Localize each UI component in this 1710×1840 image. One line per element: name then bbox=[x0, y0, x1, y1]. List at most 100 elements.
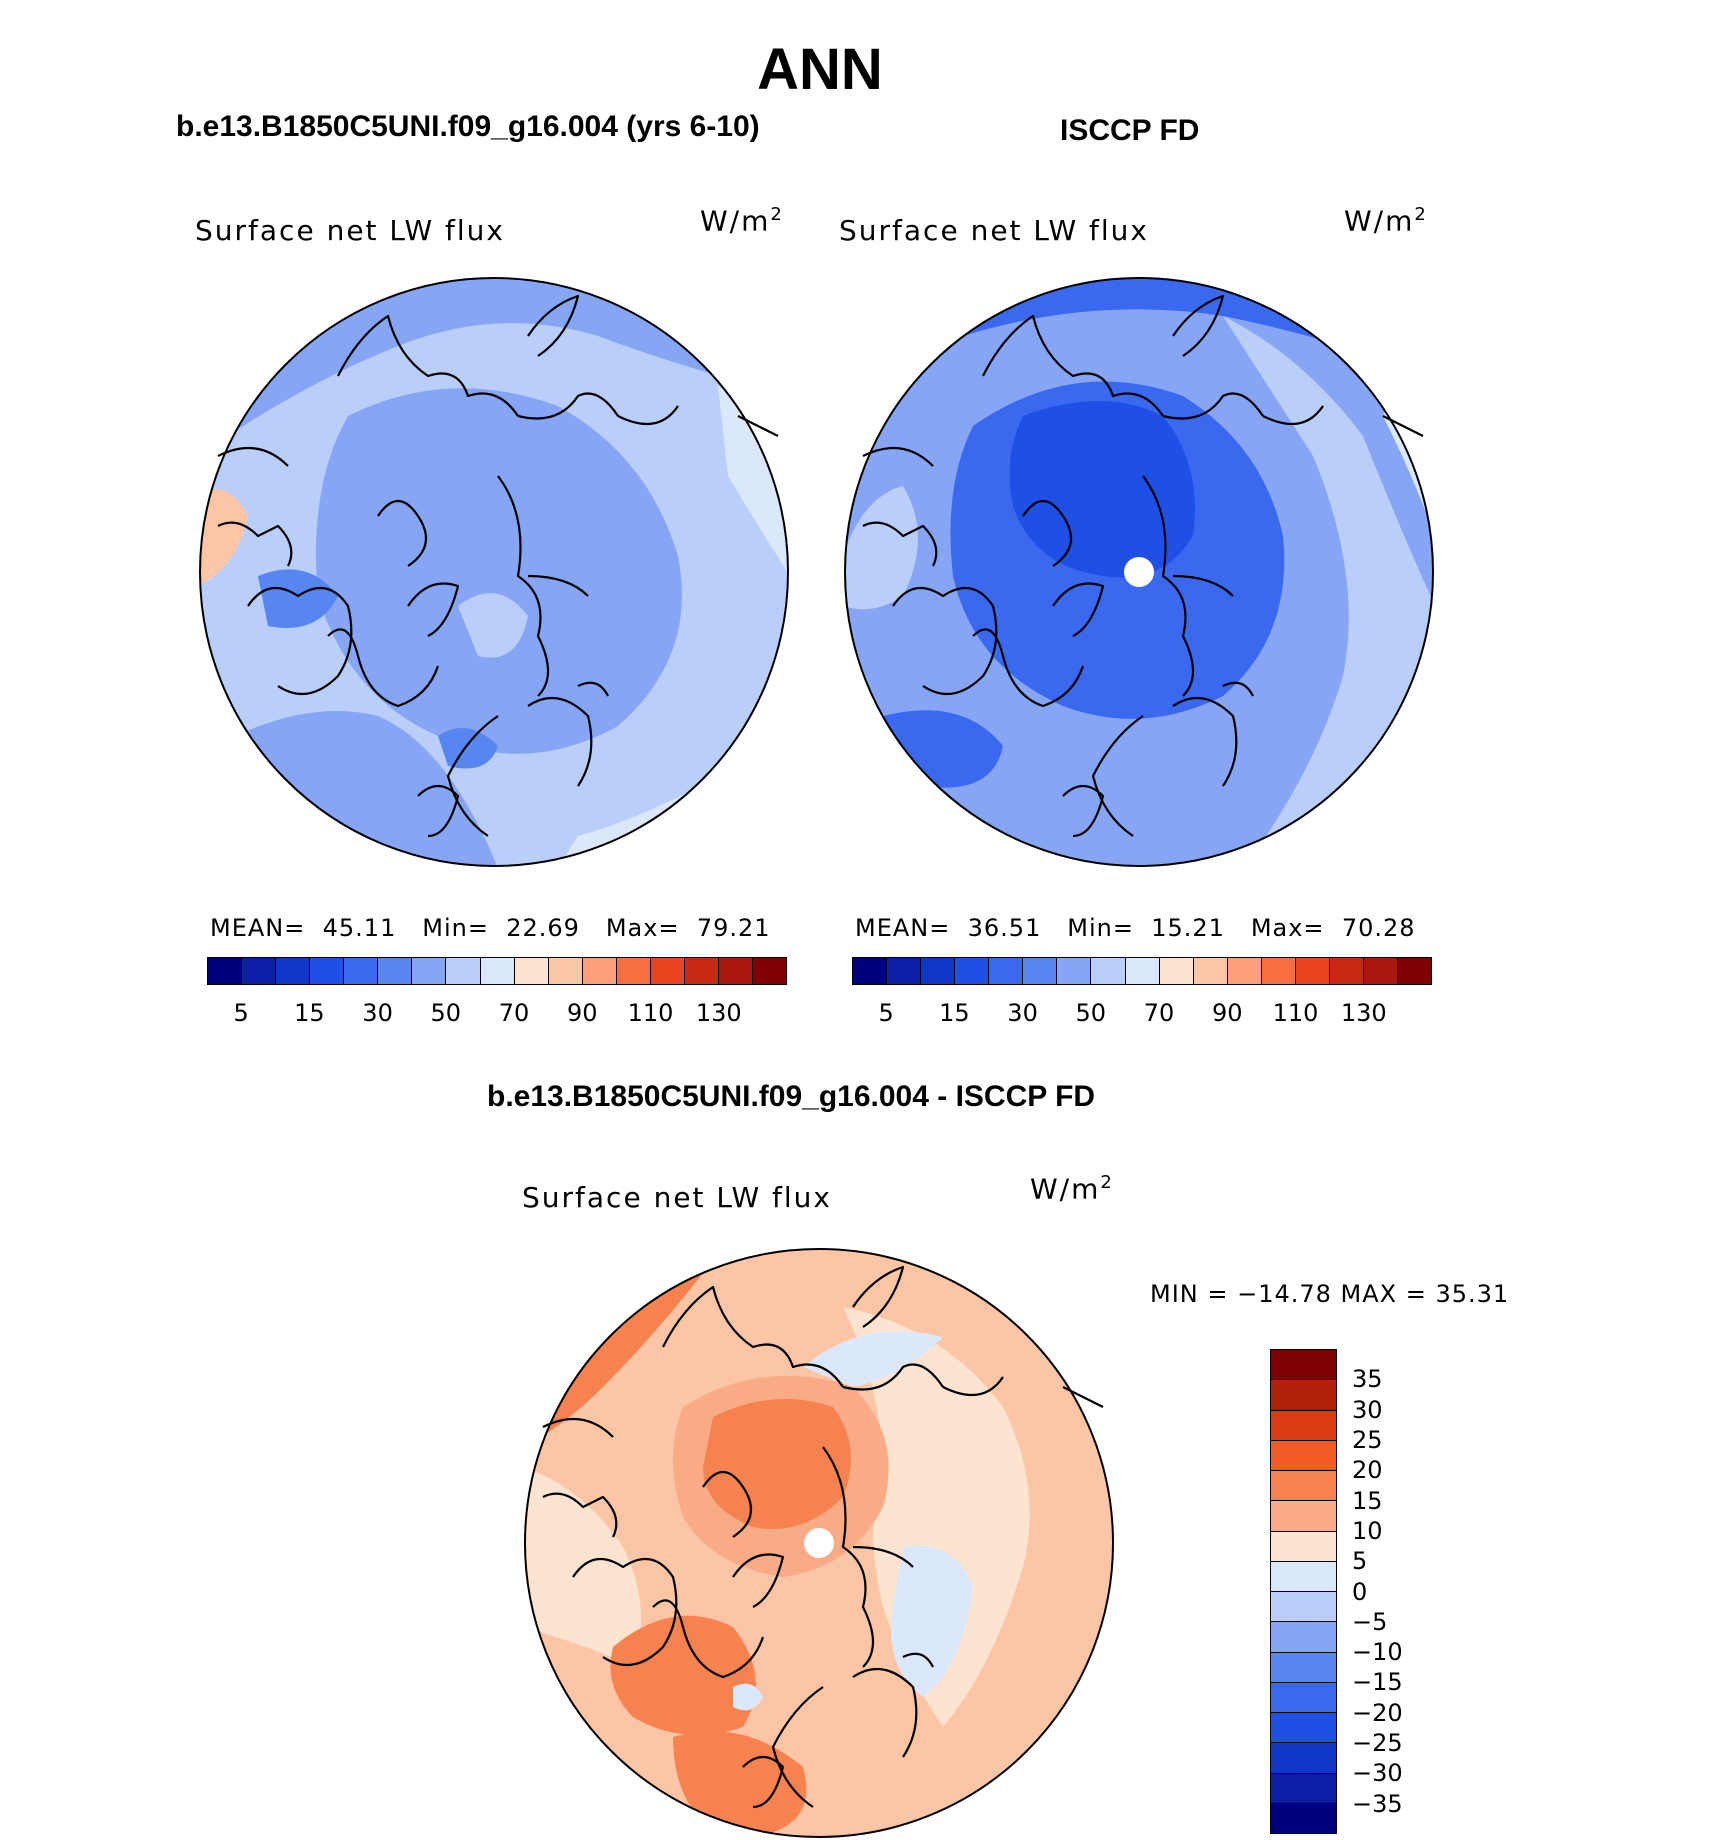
difference-colorbar-swatch bbox=[1271, 1531, 1336, 1562]
difference-colorbar-tick-label: −30 bbox=[1352, 1759, 1403, 1788]
panel-1-colorbar-swatch bbox=[650, 958, 685, 984]
panel-2-colorbar-swatch bbox=[1398, 958, 1432, 984]
difference-variable-label: Surface net LW flux bbox=[522, 1181, 832, 1214]
panel-2-colorbar-swatch bbox=[1261, 958, 1296, 984]
panel-1-colorbar-swatch bbox=[310, 958, 345, 984]
panel-1-colorbar-swatch bbox=[208, 958, 243, 984]
panel-2-colorbar-swatch bbox=[887, 958, 922, 984]
panel-1-colorbar-tick-label: 110 bbox=[627, 999, 674, 1027]
difference-colorbar-swatch bbox=[1271, 1592, 1336, 1623]
difference-colorbar-swatch bbox=[1271, 1501, 1336, 1532]
panel-1-colorbar-tick-label: 30 bbox=[362, 999, 393, 1027]
panel-1-colorbar-tick-label: 90 bbox=[567, 999, 598, 1027]
panel-1-colorbar bbox=[207, 957, 787, 985]
difference-colorbar-tick-label: −25 bbox=[1352, 1729, 1403, 1758]
difference-heading: b.e13.B1850C5UNI.f09_g16.004 - ISCCP FD bbox=[487, 1080, 1096, 1113]
panel-2-colorbar-swatch bbox=[955, 958, 990, 984]
difference-colorbar-tick-label: −5 bbox=[1352, 1607, 1388, 1636]
panel-1-colorbar-swatch bbox=[582, 958, 617, 984]
panel-2-colorbar-swatch bbox=[853, 958, 888, 984]
panel-2-colorbar-swatch bbox=[1023, 958, 1058, 984]
difference-colorbar-swatch bbox=[1271, 1561, 1336, 1592]
panel-2-variable-label: Surface net LW flux bbox=[839, 214, 1149, 247]
difference-colorbar-tick-label: −20 bbox=[1352, 1698, 1403, 1727]
panel-1-colorbar-swatch bbox=[548, 958, 583, 984]
difference-colorbar-swatch bbox=[1271, 1622, 1336, 1653]
difference-colorbar bbox=[1270, 1349, 1337, 1834]
panel-2-colorbar bbox=[852, 957, 1432, 985]
panel-1-colorbar-tick-label: 130 bbox=[695, 999, 742, 1027]
difference-units: W/m2 bbox=[1030, 1172, 1114, 1206]
panel-2-colorbar-swatch bbox=[1295, 958, 1330, 984]
difference-colorbar-tick-label: 5 bbox=[1352, 1547, 1368, 1576]
panel-1-units: W/m2 bbox=[700, 204, 784, 238]
panel-2-colorbar-swatch bbox=[1091, 958, 1126, 984]
panel-2-colorbar-tick-label: 70 bbox=[1143, 999, 1175, 1027]
panel-1-colorbar-swatch bbox=[480, 958, 515, 984]
panel-2-colorbar-swatch bbox=[1125, 958, 1160, 984]
panel-1-colorbar-swatch bbox=[276, 958, 311, 984]
difference-colorbar-tick-label: −35 bbox=[1352, 1789, 1403, 1818]
panel-2-heading: ISCCP FD bbox=[1060, 114, 1200, 147]
panel-1-variable-label: Surface net LW flux bbox=[195, 214, 505, 247]
panel-2-colorbar-tick-label: 5 bbox=[878, 999, 894, 1027]
panel-2-units: W/m2 bbox=[1344, 204, 1428, 238]
panel-2-colorbar-tick-label: 30 bbox=[1007, 999, 1038, 1027]
panel-1-colorbar-tick-label: 15 bbox=[294, 999, 325, 1027]
panel-2-colorbar-tick-label: 130 bbox=[1340, 999, 1387, 1027]
panel-2-colorbar-swatch bbox=[989, 958, 1024, 984]
difference-colorbar-tick-label: 25 bbox=[1352, 1425, 1383, 1454]
difference-colorbar-tick-label: 35 bbox=[1352, 1365, 1383, 1394]
panel-1-colorbar-swatch bbox=[514, 958, 549, 984]
difference-colorbar-swatch bbox=[1271, 1743, 1336, 1774]
difference-colorbar-swatch bbox=[1271, 1713, 1336, 1744]
panel-1-colorbar-swatch bbox=[412, 958, 447, 984]
difference-colorbar-swatch bbox=[1271, 1652, 1336, 1683]
panel-2-colorbar-swatch bbox=[1057, 958, 1092, 984]
panel-1-colorbar-swatch bbox=[753, 958, 787, 984]
map-model bbox=[199, 277, 789, 867]
panel-1-colorbar-tick-label: 5 bbox=[233, 999, 249, 1027]
difference-colorbar-swatch bbox=[1271, 1380, 1336, 1411]
difference-colorbar-tick-label: −15 bbox=[1352, 1668, 1403, 1697]
panel-2-colorbar-tick-label: 50 bbox=[1075, 999, 1107, 1027]
panel-2-colorbar-tick-label: 15 bbox=[939, 999, 970, 1027]
panel-1-colorbar-swatch bbox=[242, 958, 277, 984]
difference-colorbar-tick-label: 10 bbox=[1352, 1516, 1383, 1545]
difference-minmax: MIN = −14.78 MAX = 35.31 bbox=[1150, 1280, 1510, 1308]
difference-colorbar-swatch bbox=[1271, 1440, 1336, 1471]
difference-colorbar-swatch bbox=[1271, 1803, 1336, 1833]
difference-colorbar-tick-label: 30 bbox=[1352, 1395, 1383, 1424]
panel-2-colorbar-swatch bbox=[1159, 958, 1194, 984]
panel-1-colorbar-swatch bbox=[684, 958, 719, 984]
difference-colorbar-tick-label: −10 bbox=[1352, 1638, 1403, 1667]
panel-1-colorbar-swatch bbox=[718, 958, 753, 984]
difference-colorbar-swatch bbox=[1271, 1471, 1336, 1502]
panel-2-colorbar-tick-label: 110 bbox=[1272, 999, 1319, 1027]
panel-1-colorbar-swatch bbox=[378, 958, 413, 984]
map-difference bbox=[524, 1248, 1114, 1838]
panel-1-heading: b.e13.B1850C5UNI.f09_g16.004 (yrs 6-10) bbox=[176, 110, 760, 143]
map-isccp bbox=[844, 277, 1434, 867]
panel-1-colorbar-tick-label: 50 bbox=[430, 999, 462, 1027]
difference-colorbar-tick-label: 0 bbox=[1352, 1577, 1368, 1606]
figure-title: ANN bbox=[757, 37, 883, 102]
panel-1-colorbar-swatch bbox=[446, 958, 481, 984]
panel-2-colorbar-swatch bbox=[1329, 958, 1364, 984]
panel-2-colorbar-swatch bbox=[1363, 958, 1398, 984]
panel-1-colorbar-swatch bbox=[344, 958, 379, 984]
panel-2-stats: MEAN= 36.51 Min= 15.21 Max= 70.28 bbox=[855, 914, 1416, 942]
difference-colorbar-swatch bbox=[1271, 1682, 1336, 1713]
panel-2-colorbar-swatch bbox=[1193, 958, 1228, 984]
difference-colorbar-swatch bbox=[1271, 1773, 1336, 1804]
panel-2-colorbar-swatch bbox=[921, 958, 956, 984]
panel-2-colorbar-swatch bbox=[1227, 958, 1262, 984]
panel-2-colorbar-tick-label: 90 bbox=[1212, 999, 1243, 1027]
difference-colorbar-tick-label: 15 bbox=[1352, 1486, 1383, 1515]
panel-1-colorbar-tick-label: 70 bbox=[498, 999, 530, 1027]
difference-colorbar-swatch bbox=[1271, 1350, 1336, 1381]
panel-1-stats: MEAN= 45.11 Min= 22.69 Max= 79.21 bbox=[210, 914, 771, 942]
difference-colorbar-swatch bbox=[1271, 1410, 1336, 1441]
difference-colorbar-tick-label: 20 bbox=[1352, 1456, 1383, 1485]
panel-1-colorbar-swatch bbox=[616, 958, 651, 984]
